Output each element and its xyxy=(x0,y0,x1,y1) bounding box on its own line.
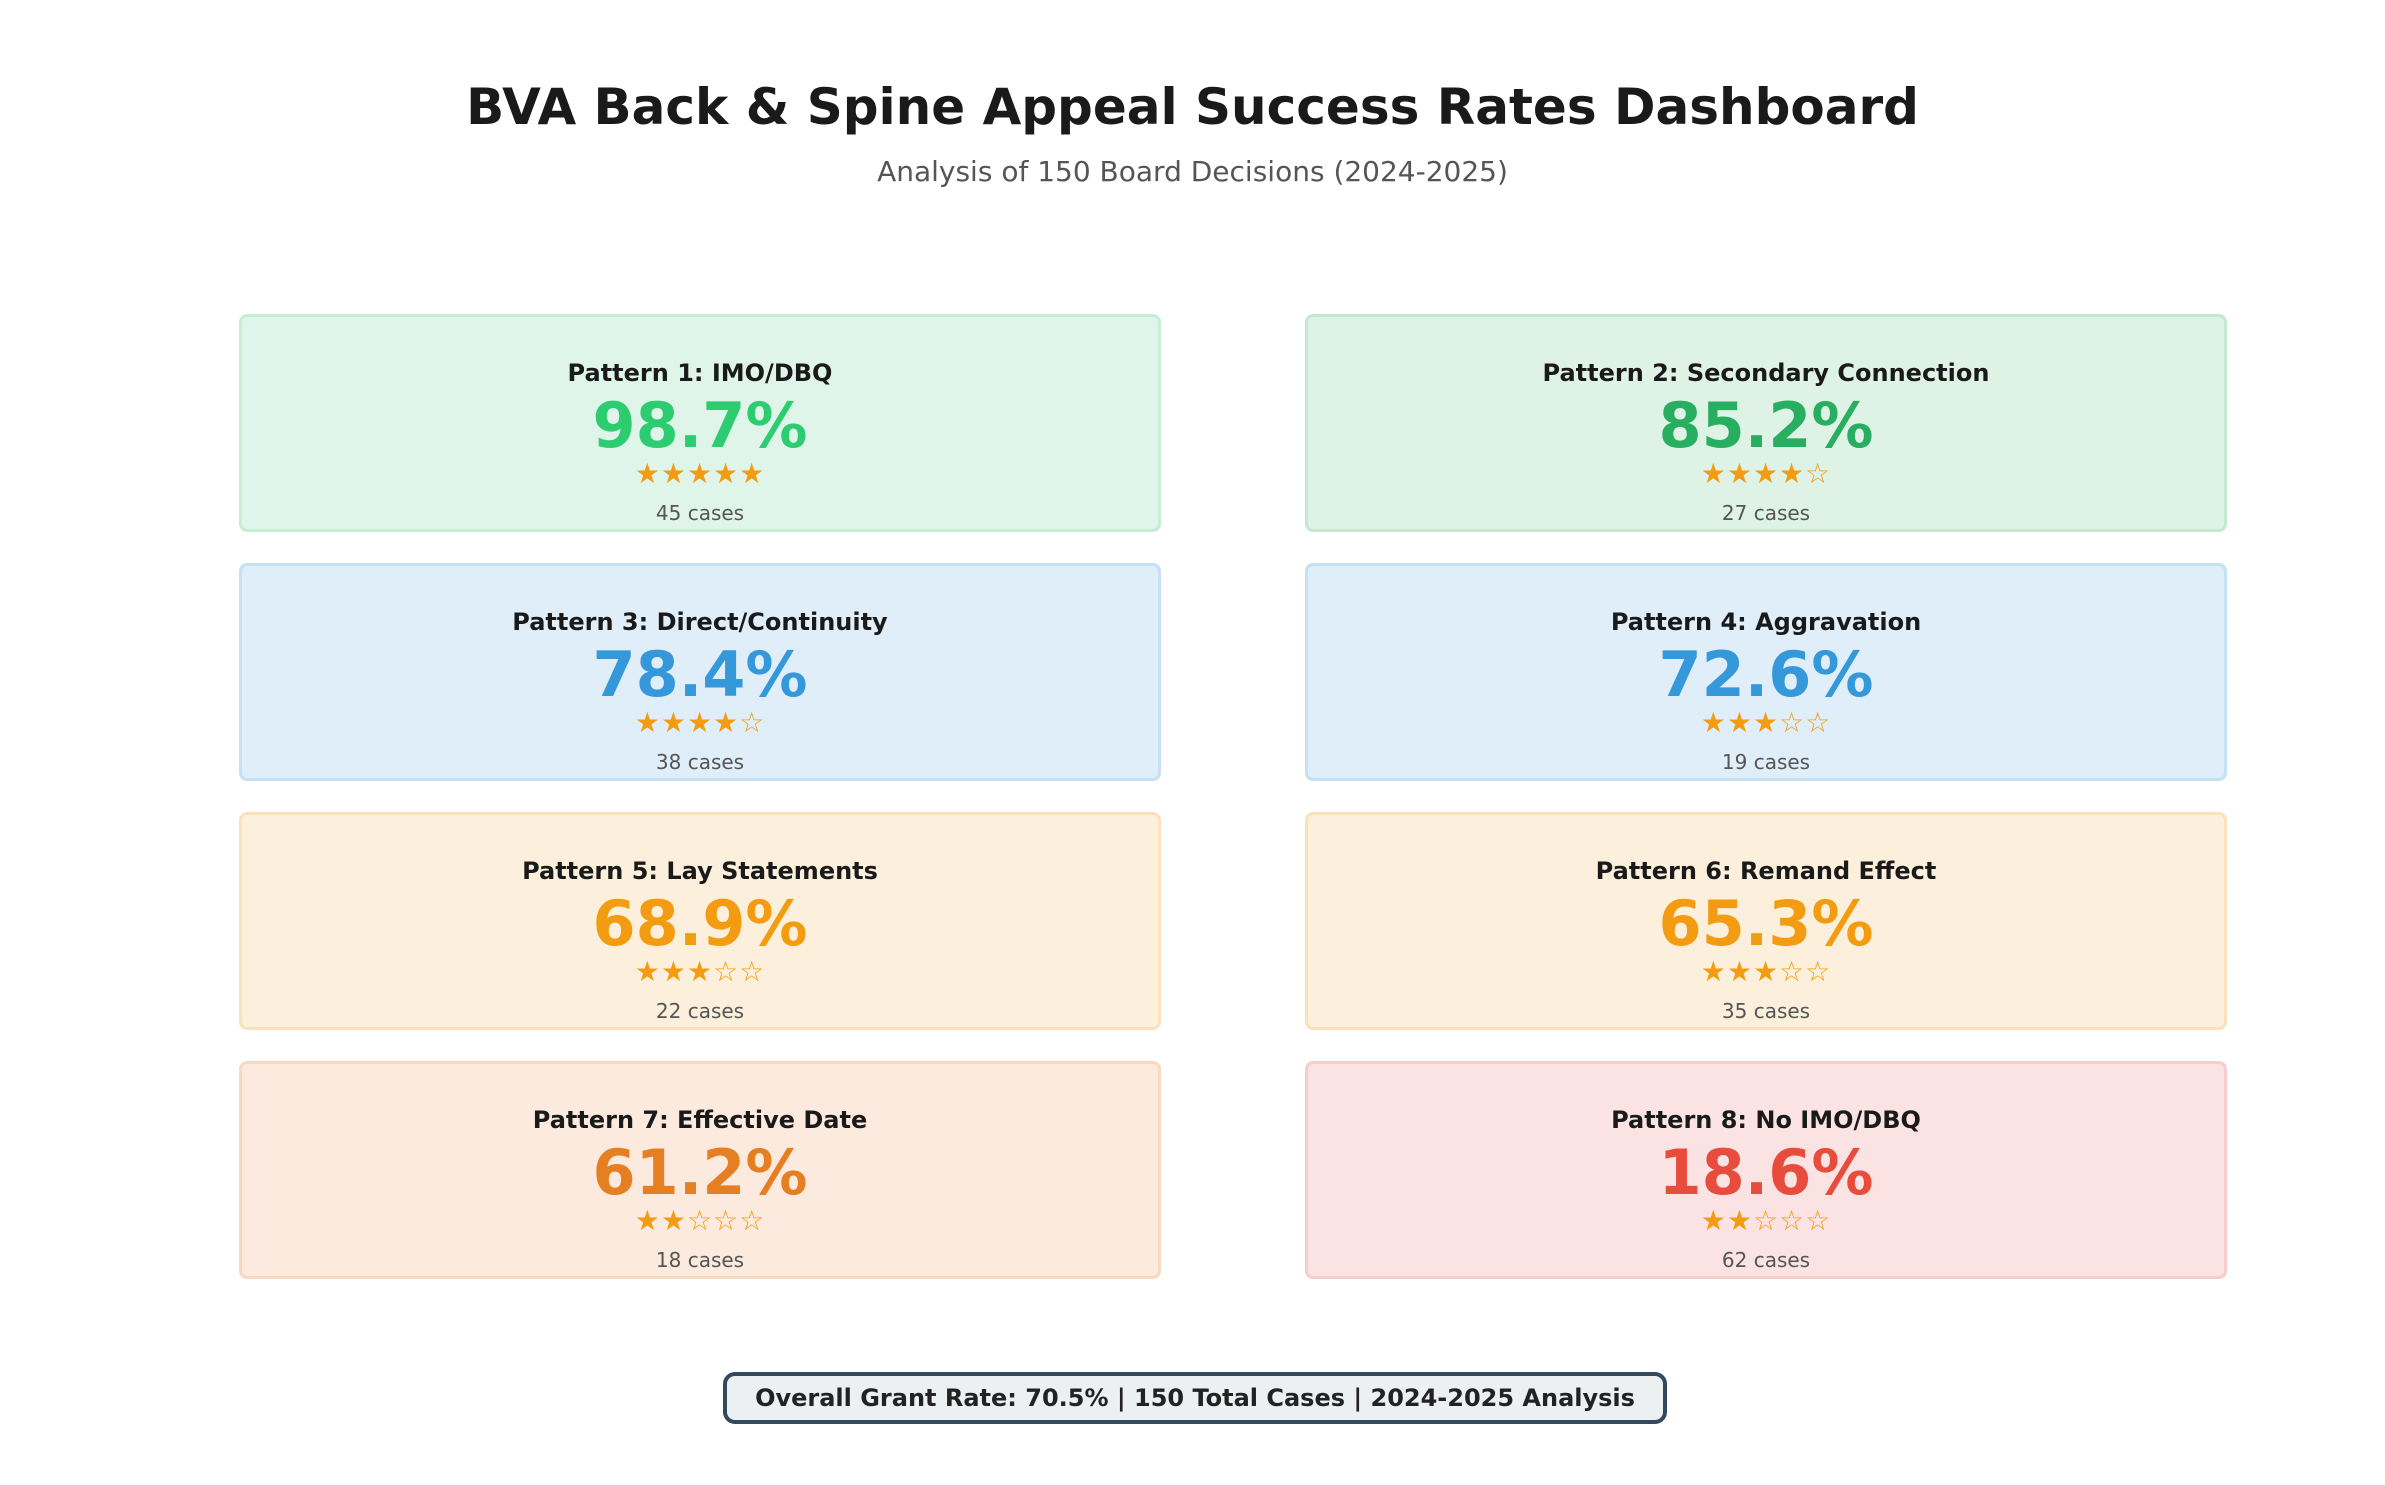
pattern-label: Pattern 5: Lay Statements xyxy=(522,857,878,885)
star-rating-icon: ★★★☆☆ xyxy=(1700,955,1832,988)
pattern-card: Pattern 8: No IMO/DBQ 18.6% ★★☆☆☆ 62 cases xyxy=(1305,1061,2227,1279)
case-count: 38 cases xyxy=(655,750,745,774)
case-count: 19 cases xyxy=(1721,750,1811,774)
case-count: 18 cases xyxy=(655,1248,745,1272)
summary-box: Overall Grant Rate: 70.5% | 150 Total Ca… xyxy=(723,1372,1667,1424)
success-rate: 61.2% xyxy=(592,1136,808,1209)
case-count: 35 cases xyxy=(1721,999,1811,1023)
case-count: 22 cases xyxy=(655,999,745,1023)
star-rating-icon: ★★☆☆☆ xyxy=(1700,1204,1832,1237)
star-rating-icon: ★★★★☆ xyxy=(634,706,766,739)
star-rating-icon: ★★★☆☆ xyxy=(1700,706,1832,739)
case-count: 27 cases xyxy=(1721,501,1811,525)
success-rate: 78.4% xyxy=(592,638,808,711)
pattern-label: Pattern 2: Secondary Connection xyxy=(1542,359,1990,387)
success-rate: 72.6% xyxy=(1658,638,1874,711)
star-rating-icon: ★★★★☆ xyxy=(1700,457,1832,490)
success-rate: 18.6% xyxy=(1658,1136,1874,1209)
pattern-card: Pattern 1: IMO/DBQ 98.7% ★★★★★ 45 cases xyxy=(239,314,1161,532)
dashboard-title: BVA Back & Spine Appeal Success Rates Da… xyxy=(466,78,1919,136)
pattern-card: Pattern 7: Effective Date 61.2% ★★☆☆☆ 18 ca… xyxy=(239,1061,1161,1279)
pattern-label: Pattern 8: No IMO/DBQ xyxy=(1611,1106,1921,1134)
dashboard-subtitle: Analysis of 150 Board Decisions (2024-20… xyxy=(877,155,1508,188)
pattern-label: Pattern 3: Direct/Continuity xyxy=(512,608,888,636)
pattern-card: Pattern 4: Aggravation 72.6% ★★★☆☆ 19 cases xyxy=(1305,563,2227,781)
success-rate: 65.3% xyxy=(1658,887,1874,960)
star-rating-icon: ★★☆☆☆ xyxy=(634,1204,766,1237)
case-count: 62 cases xyxy=(1721,1248,1811,1272)
pattern-card: Pattern 5: Lay Statements 68.9% ★★★☆☆ 22 ca… xyxy=(239,812,1161,1030)
case-count: 45 cases xyxy=(655,501,745,525)
success-rate: 85.2% xyxy=(1658,389,1874,462)
pattern-label: Pattern 7: Effective Date xyxy=(532,1106,868,1134)
pattern-card: Pattern 2: Secondary Connection 85.2% ★★★★… xyxy=(1305,314,2227,532)
pattern-label: Pattern 4: Aggravation xyxy=(1610,608,1922,636)
pattern-card: Pattern 3: Direct/Continuity 78.4% ★★★★☆ 38… xyxy=(239,563,1161,781)
success-rate: 98.7% xyxy=(592,389,808,462)
pattern-label: Pattern 1: IMO/DBQ xyxy=(567,359,833,387)
pattern-card: Pattern 6: Remand Effect 65.3% ★★★☆☆ 35 cas… xyxy=(1305,812,2227,1030)
success-rate: 68.9% xyxy=(592,887,808,960)
star-rating-icon: ★★★☆☆ xyxy=(634,955,766,988)
star-rating-icon: ★★★★★ xyxy=(634,457,766,490)
pattern-label: Pattern 6: Remand Effect xyxy=(1595,857,1937,885)
